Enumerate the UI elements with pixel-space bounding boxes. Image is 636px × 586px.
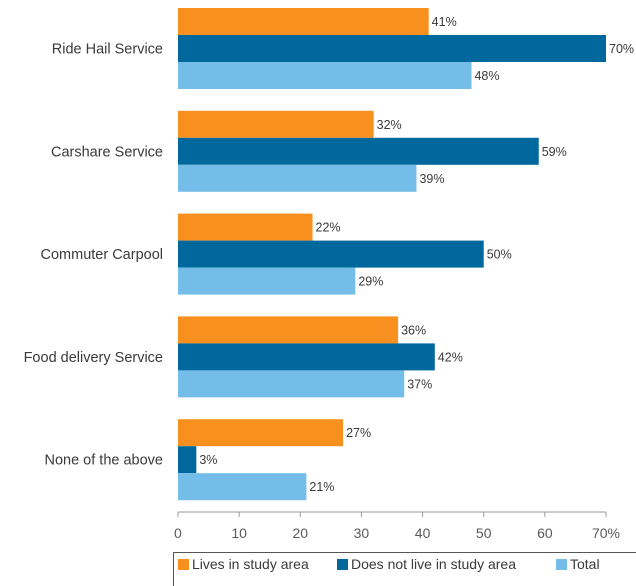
legend-label-does-not-live-in-study-area: Does not live in study area — [351, 556, 516, 572]
category-label-food-delivery-service: Food delivery Service — [24, 350, 163, 366]
legend-label-total: Total — [570, 556, 600, 572]
bar-does-not-live-in-study-area-commuter-carpool — [178, 241, 484, 268]
data-label-does-not-live-in-study-area-none-of-the-above: 3% — [199, 453, 217, 467]
data-label-does-not-live-in-study-area-ride-hail-service: 70% — [609, 42, 634, 56]
x-tick-label: 20 — [292, 525, 308, 541]
data-label-does-not-live-in-study-area-food-delivery-service: 42% — [438, 350, 463, 364]
legend-swatch-total — [556, 559, 567, 570]
bar-lives-in-study-area-commuter-carpool — [178, 214, 313, 241]
data-label-lives-in-study-area-commuter-carpool: 22% — [316, 221, 341, 235]
legend: Lives in study area Does not live in stud… — [174, 553, 636, 586]
data-label-total-none-of-the-above: 21% — [309, 480, 334, 494]
bar-total-carshare-service — [178, 165, 416, 192]
data-label-does-not-live-in-study-area-commuter-carpool: 50% — [487, 248, 512, 262]
category-label-ride-hail-service: Ride Hail Service — [52, 42, 163, 58]
x-axis-ticks: 0 10 20 30 40 50 60 70% — [174, 512, 620, 541]
legend-swatch-does-not-live-in-study-area — [337, 559, 348, 570]
bar-lives-in-study-area-none-of-the-above — [178, 419, 343, 446]
bar-does-not-live-in-study-area-food-delivery-service — [178, 343, 435, 370]
bar-lives-in-study-area-food-delivery-service — [178, 316, 398, 343]
data-label-total-food-delivery-service: 37% — [407, 377, 432, 391]
data-label-does-not-live-in-study-area-carshare-service: 59% — [542, 145, 567, 159]
bar-total-none-of-the-above — [178, 473, 306, 500]
x-tick-label: 60 — [537, 525, 553, 541]
data-label-lives-in-study-area-food-delivery-service: 36% — [401, 323, 426, 337]
bar-total-commuter-carpool — [178, 268, 355, 295]
bars-layer — [178, 8, 606, 500]
data-label-lives-in-study-area-carshare-service: 32% — [377, 118, 402, 132]
data-label-total-carshare-service: 39% — [419, 172, 444, 186]
bar-lives-in-study-area-carshare-service — [178, 111, 374, 138]
data-label-lives-in-study-area-none-of-the-above: 27% — [346, 426, 371, 440]
bar-total-ride-hail-service — [178, 62, 471, 89]
category-label-carshare-service: Carshare Service — [51, 144, 163, 160]
bar-lives-in-study-area-ride-hail-service — [178, 8, 429, 35]
bar-does-not-live-in-study-area-carshare-service — [178, 138, 539, 165]
bar-total-food-delivery-service — [178, 370, 404, 397]
legend-swatch-lives-in-study-area — [178, 559, 189, 570]
x-tick-label: 30 — [354, 525, 370, 541]
bar-does-not-live-in-study-area-ride-hail-service — [178, 35, 606, 62]
data-label-total-ride-hail-service: 48% — [474, 69, 499, 83]
x-tick-label: 70% — [592, 525, 620, 541]
x-tick-label: 10 — [231, 525, 247, 541]
x-tick-label: 50 — [476, 525, 492, 541]
category-label-commuter-carpool: Commuter Carpool — [41, 247, 164, 263]
x-tick-label: 40 — [415, 525, 431, 541]
data-label-total-commuter-carpool: 29% — [358, 275, 383, 289]
legend-label-lives-in-study-area: Lives in study area — [192, 556, 309, 572]
bar-does-not-live-in-study-area-none-of-the-above — [178, 446, 196, 473]
category-label-none-of-the-above: None of the above — [44, 453, 163, 469]
x-tick-label: 0 — [174, 525, 182, 541]
data-label-lives-in-study-area-ride-hail-service: 41% — [432, 15, 457, 29]
